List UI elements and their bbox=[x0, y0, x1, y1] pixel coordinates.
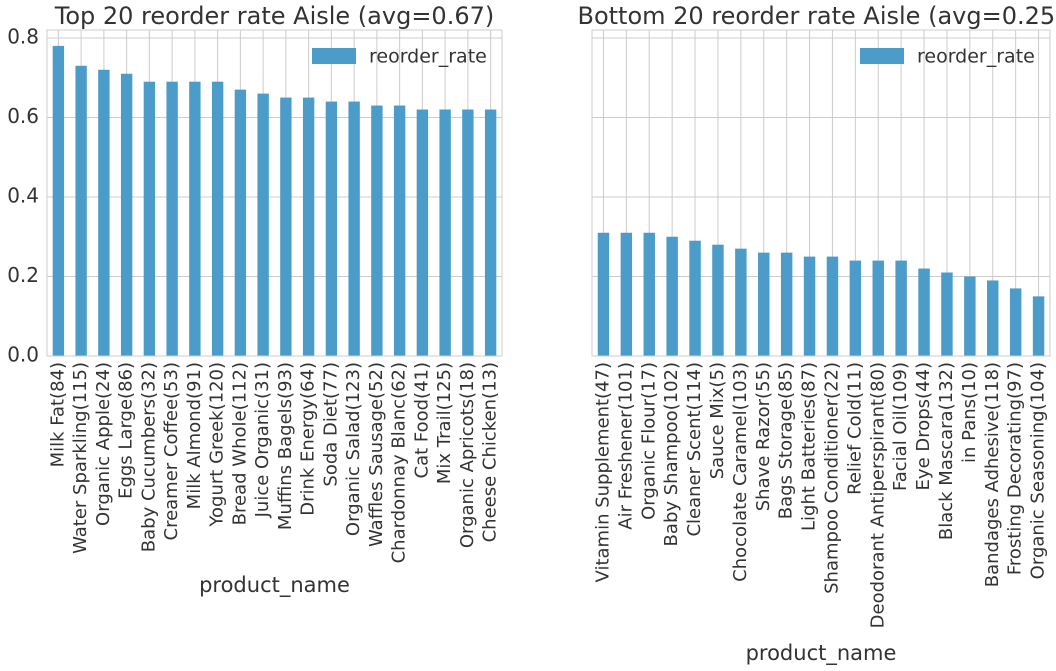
bar bbox=[872, 260, 884, 356]
y-tick-label: 0.4 bbox=[7, 183, 39, 207]
x-tick-label: Chocolate Caramel(103) bbox=[730, 362, 751, 582]
bar bbox=[143, 81, 156, 357]
bar bbox=[416, 109, 429, 356]
chart-title: Top 20 reorder rate Aisle (avg=0.67) bbox=[54, 2, 494, 30]
x-tick-label: Bandages Adhesive(118) bbox=[982, 362, 1003, 587]
x-tick-label: Relief Cold(11) bbox=[844, 362, 865, 495]
axes-frame bbox=[591, 29, 1051, 357]
x-tick-label: Sauce Mix(5) bbox=[707, 362, 728, 479]
bar bbox=[918, 268, 930, 356]
bar bbox=[325, 101, 338, 356]
legend-label: reorder_rate bbox=[369, 46, 487, 68]
bar bbox=[462, 109, 474, 356]
bar bbox=[234, 89, 247, 356]
bar bbox=[964, 276, 976, 356]
x-tick-label: Juice Organic(31) bbox=[252, 362, 273, 518]
x-tick-label: Vitamin Supplement(47) bbox=[592, 362, 613, 582]
axes-frame bbox=[46, 29, 503, 357]
x-tick-label: Deodorant Antiperspirant(80) bbox=[867, 362, 888, 628]
bar bbox=[211, 81, 224, 357]
x-tick-label: Organic Salad(123) bbox=[343, 362, 364, 536]
bar bbox=[280, 97, 292, 357]
x-tick-label: Chardonnay Blanc(62) bbox=[389, 362, 410, 563]
bar bbox=[439, 109, 451, 356]
x-tick-label: Creamer Coffee(53) bbox=[161, 362, 182, 541]
bar bbox=[166, 81, 178, 357]
bar bbox=[393, 105, 406, 356]
x-tick-label: Drink Energy(64) bbox=[298, 362, 319, 516]
x-tick-label: Organic Apricots(18) bbox=[457, 362, 478, 548]
x-tick-label: in Pans(10) bbox=[959, 362, 980, 463]
x-tick-label: Organic Apple(24) bbox=[93, 362, 114, 526]
x-tick-label: Facial Oil(109) bbox=[890, 362, 911, 491]
bar bbox=[689, 240, 701, 356]
bar bbox=[758, 252, 770, 356]
bar bbox=[941, 272, 953, 356]
x-tick-label: Shave Razor(55) bbox=[753, 362, 774, 511]
legend-label: reorder_rate bbox=[917, 46, 1035, 68]
x-tick-label: Cat Food(41) bbox=[411, 362, 432, 479]
x-tick-label: Frosting Decorating(97) bbox=[1005, 362, 1026, 575]
x-axis-label: product_name bbox=[746, 641, 897, 666]
x-tick-label: Shampoo Conditioner(22) bbox=[821, 362, 842, 594]
bar bbox=[302, 97, 315, 357]
bar bbox=[52, 45, 65, 357]
bar bbox=[643, 232, 655, 356]
bar bbox=[257, 93, 269, 357]
bar bbox=[1009, 288, 1022, 356]
bar bbox=[712, 244, 724, 356]
bar bbox=[987, 280, 999, 356]
bar bbox=[98, 69, 110, 356]
bar bbox=[780, 252, 793, 356]
x-tick-label: Cleaner Scent(114) bbox=[684, 362, 705, 537]
bar bbox=[849, 260, 862, 356]
y-tick-label: 0.8 bbox=[7, 24, 39, 48]
x-tick-label: Baby Shampoo(102) bbox=[661, 362, 682, 546]
x-tick-label: Bags Storage(85) bbox=[776, 362, 797, 519]
bar bbox=[666, 236, 678, 356]
x-tick-label: Milk Almond(91) bbox=[184, 362, 205, 509]
x-tick-label: Black Mascara(132) bbox=[936, 362, 957, 540]
bar bbox=[826, 256, 839, 356]
bar bbox=[75, 65, 87, 356]
x-tick-label: Organic Flour(17) bbox=[638, 362, 659, 520]
x-tick-label: Organic Seasoning(104) bbox=[1028, 362, 1049, 579]
bar bbox=[348, 101, 360, 356]
x-tick-label: Bread Whole(112) bbox=[229, 362, 250, 525]
x-tick-label: Eggs Large(86) bbox=[116, 362, 137, 499]
bar bbox=[735, 248, 747, 356]
chart-title: Bottom 20 reorder rate Aisle (avg=0.25) bbox=[577, 2, 1056, 30]
x-tick-label: Cheese Chicken(13) bbox=[480, 362, 501, 542]
bar bbox=[120, 73, 133, 357]
x-tick-label: Eye Drops(44) bbox=[913, 362, 934, 490]
x-tick-label: Yogurt Greek(120) bbox=[207, 362, 228, 528]
bar bbox=[620, 232, 633, 356]
bar bbox=[803, 256, 816, 356]
x-tick-label: Soda Diet(77) bbox=[320, 362, 341, 487]
x-axis-label: product_name bbox=[199, 573, 350, 598]
x-tick-label: Milk Fat(84) bbox=[47, 362, 68, 467]
x-tick-label: Muffins Bagels(93) bbox=[275, 362, 296, 530]
x-tick-label: Water Sparkling(115) bbox=[70, 362, 91, 554]
legend-swatch bbox=[860, 48, 904, 64]
bar bbox=[189, 81, 201, 357]
x-tick-label: Baby Cucumbers(32) bbox=[138, 362, 159, 552]
bar bbox=[484, 109, 497, 356]
x-tick-label: Mix Trail(125) bbox=[434, 362, 455, 484]
bar bbox=[895, 260, 907, 356]
bar bbox=[371, 105, 383, 356]
legend-swatch bbox=[312, 48, 356, 64]
y-tick-label: 0.2 bbox=[7, 263, 39, 287]
x-tick-label: Light Batteries(87) bbox=[799, 362, 820, 531]
y-tick-label: 0.0 bbox=[7, 343, 39, 367]
bar bbox=[597, 232, 610, 356]
x-tick-label: Air Freshener(101) bbox=[615, 362, 636, 530]
x-tick-label: Waffles Sausage(52) bbox=[366, 362, 387, 547]
bar bbox=[1032, 296, 1045, 356]
y-tick-label: 0.6 bbox=[7, 104, 39, 128]
